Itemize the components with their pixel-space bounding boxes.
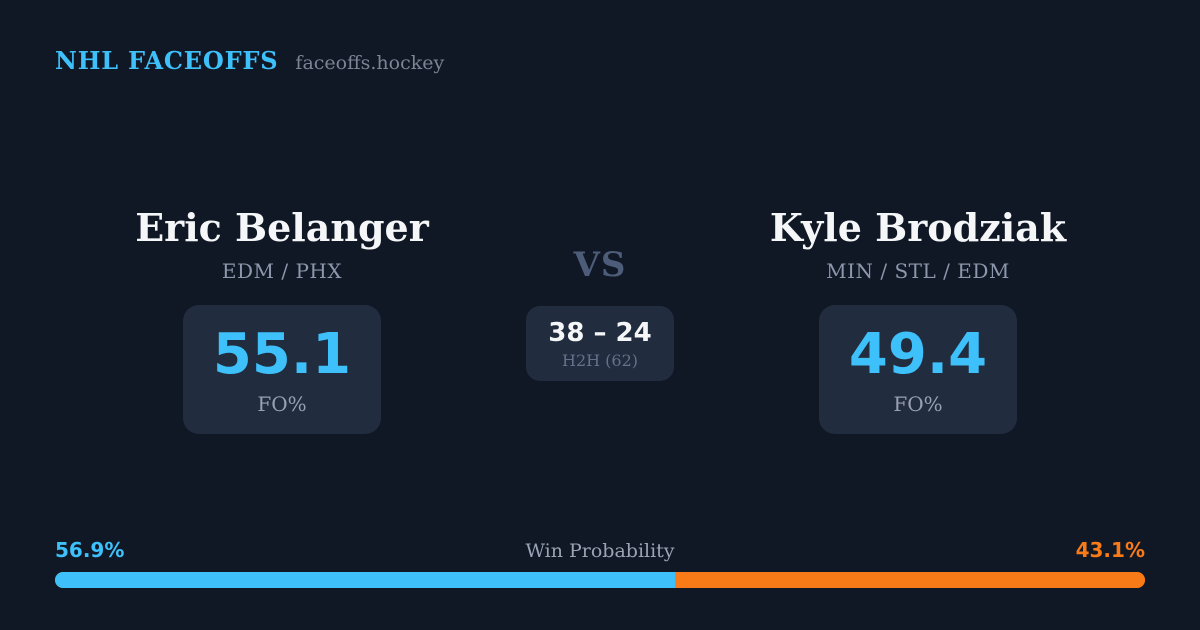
header: NHL FACEOFFS faceoffs.hockey	[55, 46, 444, 75]
win-probability-labels: 56.9% Win Probability 43.1%	[55, 538, 1145, 562]
faceoff-pct-label-left: FO%	[257, 391, 307, 416]
matchup-center: VS 38 – 24 H2H (62)	[500, 248, 700, 381]
win-probability-title: Win Probability	[525, 540, 675, 562]
player-name-left: Eric Belanger	[135, 205, 429, 250]
head-to-head-label: H2H (62)	[561, 350, 638, 370]
player-name-right: Kyle Brodziak	[769, 205, 1067, 250]
win-probability-bar	[55, 572, 1145, 588]
player-panel-right: Kyle Brodziak MIN / STL / EDM 49.4 FO%	[718, 205, 1118, 434]
site-url: faceoffs.hockey	[295, 52, 445, 74]
win-probability-section: 56.9% Win Probability 43.1%	[55, 538, 1145, 588]
win-probability-left-pct: 56.9%	[55, 538, 125, 562]
win-probability-bar-left-segment	[55, 572, 676, 588]
faceoff-pct-value-left: 55.1	[212, 321, 352, 387]
player-teams-left: EDM / PHX	[221, 258, 343, 283]
app-title: NHL FACEOFFS	[55, 46, 279, 75]
head-to-head-box: 38 – 24 H2H (62)	[526, 306, 674, 381]
win-probability-bar-right-segment	[675, 572, 1145, 588]
faceoff-pct-value-right: 49.4	[848, 321, 988, 387]
head-to-head-score: 38 – 24	[548, 318, 652, 348]
faceoff-pct-box-right: 49.4 FO%	[818, 304, 1018, 434]
win-probability-right-pct: 43.1%	[1075, 538, 1145, 562]
faceoff-pct-label-right: FO%	[893, 391, 943, 416]
player-teams-right: MIN / STL / EDM	[826, 258, 1010, 283]
player-panel-left: Eric Belanger EDM / PHX 55.1 FO%	[82, 205, 482, 434]
vs-label: VS	[573, 245, 627, 285]
faceoff-pct-box-left: 55.1 FO%	[182, 304, 382, 434]
